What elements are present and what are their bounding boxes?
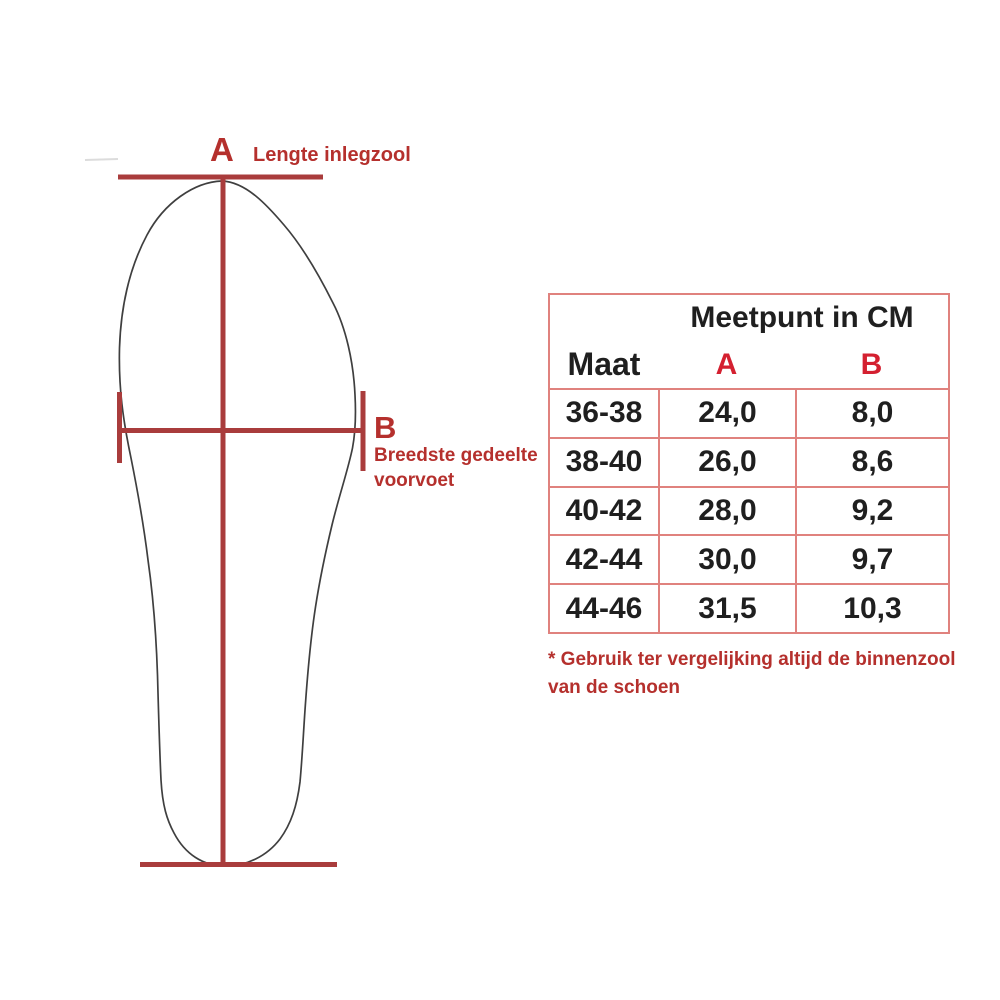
table-cell-size: 38-40 <box>565 445 643 479</box>
table-cell-a: 28,0 <box>658 487 795 535</box>
size-table: Meetpunt in CM Maat A B 36-38 24,0 8,0 3… <box>548 293 950 634</box>
table-row: 44-46 31,5 10,3 <box>550 583 948 632</box>
table-cell-a: 30,0 <box>658 536 795 584</box>
table-cell-a: 26,0 <box>658 438 795 486</box>
table-cell-b: 9,7 <box>795 536 948 584</box>
table-cell-a: 24,0 <box>658 390 795 437</box>
point-b-caption-line2: voorvoet <box>374 470 455 491</box>
table-cell-b: 9,2 <box>795 487 948 535</box>
table-row: 42-44 30,0 9,7 <box>550 534 948 584</box>
table-cell-size: 44-46 <box>565 591 643 625</box>
table-cell-size: 42-44 <box>565 542 643 576</box>
col-header-maat: Maat <box>567 346 641 382</box>
table-body: 36-38 24,0 8,0 38-40 26,0 8,6 40-42 28,0… <box>550 388 948 632</box>
table-cell-b: 10,3 <box>795 585 948 632</box>
faint-artifact-line <box>84 158 119 161</box>
point-b-label: B <box>374 410 397 445</box>
table-row: 40-42 28,0 9,2 <box>550 485 948 535</box>
table-header: Meetpunt in CM Maat A B <box>550 295 948 388</box>
table-cell-b: 8,0 <box>795 390 948 437</box>
table-cell-size: 40-42 <box>565 493 643 527</box>
footnote-line2: van de schoen <box>548 677 680 698</box>
table-row: 38-40 26,0 8,6 <box>550 436 948 486</box>
table-cell-b: 8,6 <box>795 438 948 486</box>
footnote-line1: * Gebruik ter vergelijking altijd de bin… <box>548 649 956 670</box>
table-column-headers: Maat A B <box>550 341 948 388</box>
col-header-a: A <box>715 347 738 381</box>
footnote: * Gebruik ter vergelijking altijd de bin… <box>548 646 956 702</box>
col-header-b: B <box>860 347 883 381</box>
table-cell-size: 36-38 <box>565 396 643 430</box>
table-row: 36-38 24,0 8,0 <box>550 388 948 437</box>
insole-outline <box>118 180 357 867</box>
point-a-caption: Lengte inlegzool <box>253 144 411 166</box>
table-cell-a: 31,5 <box>658 585 795 632</box>
table-title: Meetpunt in CM <box>690 301 914 334</box>
point-b-caption-line1: Breedste gedeelte <box>374 445 538 466</box>
point-a-label: A <box>210 131 234 168</box>
